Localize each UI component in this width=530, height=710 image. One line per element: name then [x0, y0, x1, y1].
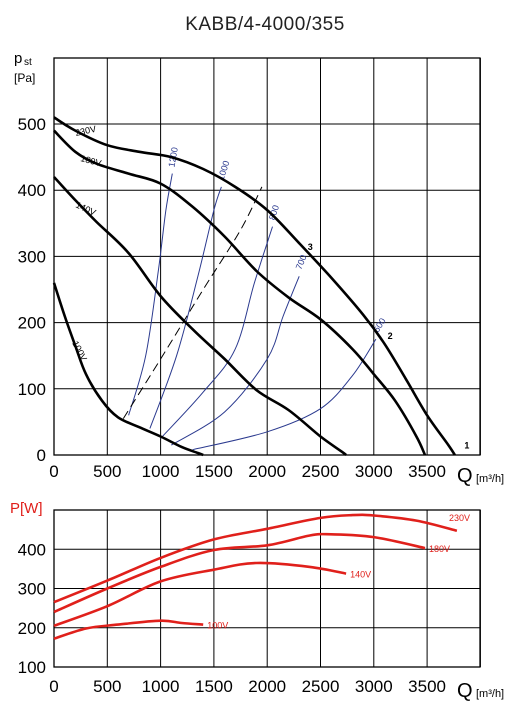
power-x-tick: 2000	[248, 677, 286, 696]
power-x-tick: 2500	[302, 677, 340, 696]
pressure-curve-180V	[53, 129, 427, 456]
pressure-label-180V: 180V	[79, 153, 102, 168]
pressure-curve-140V	[53, 176, 347, 456]
pressure-ylabel-sub: st	[24, 57, 32, 68]
rpm-label-800: 800	[267, 204, 281, 221]
rpm-line-700	[171, 276, 300, 446]
pressure-x-tick: 2000	[248, 462, 286, 481]
pressure-y-tick: 300	[18, 247, 46, 266]
pressure-y-tick: 200	[18, 314, 46, 333]
pressure-chart: 0 100 200 300 400 500 0 500 1000 1500 2000 2500 3000…	[14, 50, 504, 487]
pressure-x-tick: 3000	[355, 462, 393, 481]
pressure-x-tick: 500	[93, 462, 121, 481]
power-curve-180V	[53, 532, 426, 614]
power-label-230V: 230V	[449, 513, 470, 523]
power-x-tick: 0	[49, 677, 58, 696]
power-y-tick: 100	[18, 658, 46, 677]
operating-point-1: 1	[464, 440, 469, 450]
power-x-tick: 1500	[195, 677, 233, 696]
pressure-y-tick: 0	[37, 446, 46, 465]
chart-title: KABB/4-4000/355	[185, 14, 345, 35]
power-ylabel: P[W]	[10, 500, 43, 517]
pressure-x-tick: 1000	[142, 462, 180, 481]
power-label-180V: 180V	[429, 544, 450, 554]
pressure-ylabel: p	[14, 50, 22, 67]
power-curve-230V	[53, 513, 458, 604]
power-label-100V: 100V	[207, 621, 228, 631]
pressure-ylabel-unit: [Pa]	[14, 71, 35, 85]
pressure-curve-230V	[53, 116, 456, 456]
power-x-tick: 3500	[408, 677, 446, 696]
power-x-tick: 500	[93, 677, 121, 696]
power-label-140V: 140V	[350, 570, 371, 580]
power-x-tick: 1000	[142, 677, 180, 696]
pressure-xlabel: Q	[457, 465, 473, 487]
operating-point-3: 3	[308, 242, 313, 252]
pressure-x-tick: 0	[49, 462, 58, 481]
rpm-line-600	[192, 338, 377, 451]
pressure-y-tick: 400	[18, 181, 46, 200]
pressure-xlabel-unit: [m³/h]	[476, 473, 504, 485]
pressure-label-140V: 140V	[74, 200, 97, 218]
pressure-curve-100V	[52, 282, 204, 457]
operating-point-2: 2	[388, 331, 393, 341]
power-x-tick: 3000	[355, 677, 393, 696]
power-chart: 100 200 300 400 0 500 1000 1500 2000 2500 3000 3500…	[10, 500, 504, 702]
power-xlabel-unit: [m³/h]	[476, 688, 504, 700]
power-curve-140V	[53, 561, 347, 628]
power-y-tick: 300	[18, 580, 46, 599]
pressure-x-tick: 2500	[302, 462, 340, 481]
power-y-tick: 400	[18, 540, 46, 559]
pressure-y-tick: 100	[18, 380, 46, 399]
pressure-label-100V: 100V	[70, 339, 89, 362]
rpm-line-1000	[149, 186, 222, 429]
rpm-line-1200	[128, 173, 173, 416]
power-curve-100V	[53, 619, 204, 640]
power-xlabel: Q	[457, 680, 473, 702]
power-y-tick: 200	[18, 619, 46, 638]
rpm-line-800	[160, 226, 273, 439]
pressure-x-tick: 3500	[408, 462, 446, 481]
dashed-line	[122, 186, 263, 419]
pressure-x-tick: 1500	[195, 462, 233, 481]
pressure-label-230V: 230V	[74, 124, 97, 138]
rpm-label-1000: 1000	[216, 159, 232, 181]
pressure-y-tick: 500	[18, 115, 46, 134]
